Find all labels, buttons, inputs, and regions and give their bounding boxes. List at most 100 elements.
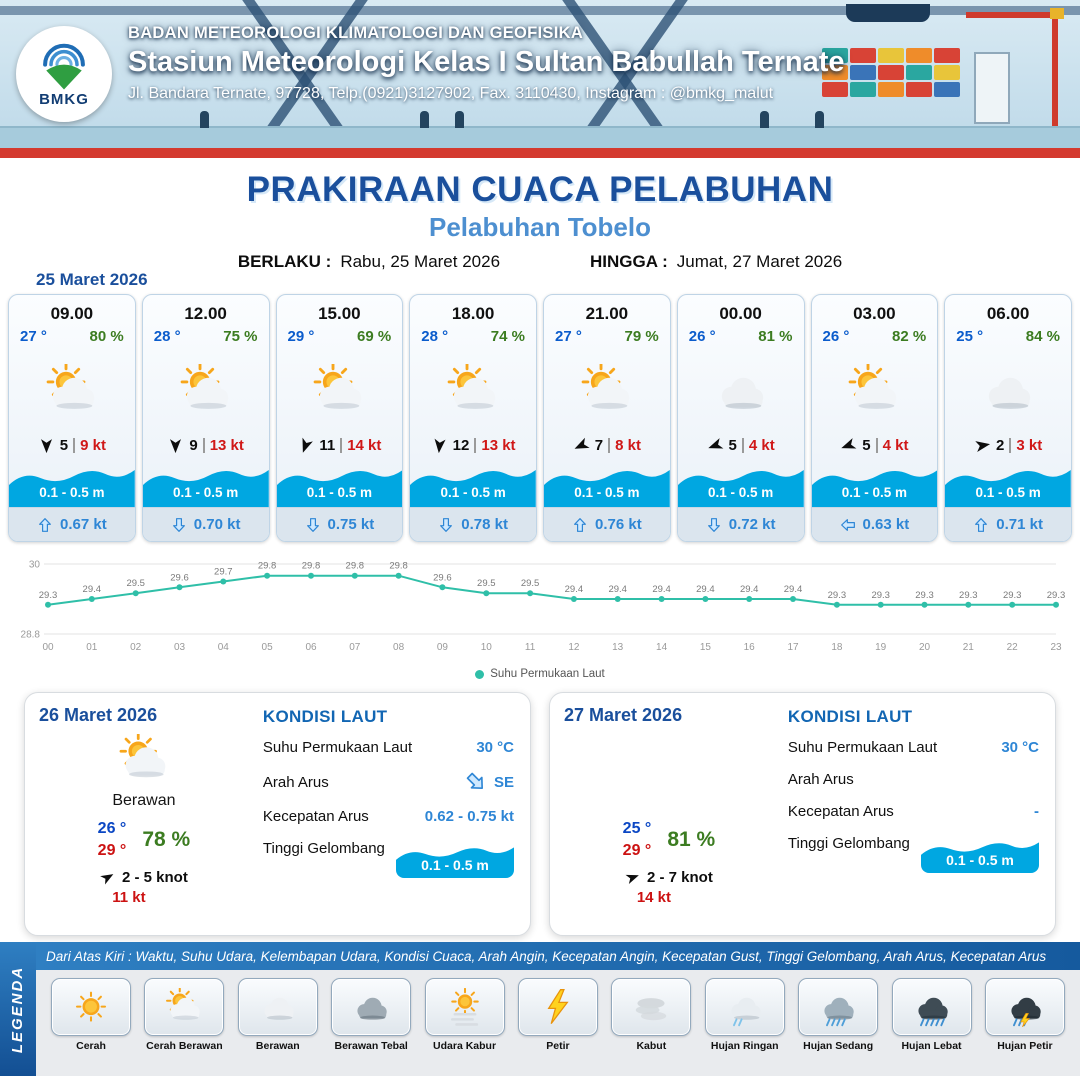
sst-value: 30 °C	[476, 739, 514, 756]
temp-humidity-row: 28 ° 75 %	[143, 324, 269, 345]
wind-speed: 11	[319, 437, 336, 454]
svg-text:05: 05	[262, 642, 274, 653]
weather-icon	[9, 345, 135, 437]
svg-text:29.5: 29.5	[521, 578, 540, 589]
wave-height-value: 0.1 - 0.5 m	[39, 485, 105, 500]
wave-height-badge: 0.1 - 0.5 m	[142, 461, 269, 507]
hingga-value: Jumat, 27 Maret 2026	[676, 252, 843, 271]
day-forecast-card: 26 Maret 2026 Berawan 26 ° 29 ° 78 % 2 -…	[24, 692, 531, 936]
temp-humidity-row: 29 ° 69 %	[277, 324, 403, 345]
daily-forecast-row: 26 Maret 2026 Berawan 26 ° 29 ° 78 % 2 -…	[0, 686, 1080, 936]
lightning-icon	[517, 978, 598, 1036]
svg-text:29.6: 29.6	[170, 572, 189, 583]
humidity-value: 84 %	[1025, 328, 1060, 345]
gust-speed: 13 kt	[209, 437, 244, 454]
wave-height-value: 0.1 - 0.5 m	[306, 485, 373, 500]
svg-text:29.4: 29.4	[784, 584, 803, 595]
humidity-value: 75 %	[223, 328, 258, 345]
hourly-forecast-card: 18.00 28 ° 74 % 12 13 kt 0.1 - 0.5 m 0.7…	[409, 294, 537, 542]
bmkg-logo: BMKG	[16, 26, 112, 122]
current-direction-label: Arah Arus	[787, 771, 854, 788]
time-label: 21.00	[585, 304, 629, 323]
legend-item: Hujan Lebat	[887, 978, 977, 1052]
container-stack-illustration	[822, 48, 960, 97]
temperature-value: 28 °	[153, 328, 181, 345]
svg-text:28.8: 28.8	[21, 630, 41, 641]
time-label: 03.00	[853, 304, 896, 323]
legend-item: Kabut	[606, 978, 696, 1052]
wind-speed: 2	[996, 437, 1005, 454]
weather-icon	[277, 345, 403, 437]
current-speed: 0.70 kt	[193, 516, 241, 533]
sun-cloud-icon	[144, 978, 225, 1036]
wave-height-value: 0.1 - 0.5 m	[440, 485, 506, 500]
divider	[608, 438, 611, 453]
svg-text:17: 17	[787, 642, 799, 653]
legend-main: Dari Atas Kiri : Waktu, Suhu Udara, Kele…	[36, 942, 1080, 1076]
current-direction-icon	[438, 517, 454, 533]
wave-height-value: 0.1 - 0.5 m	[172, 485, 239, 500]
wave-height-value: 0.1 - 0.5 m	[841, 485, 908, 500]
weather-icon	[812, 345, 938, 437]
svg-text:29.3: 29.3	[871, 590, 890, 601]
day-forecast-card: 27 Maret 2026 25 ° 29 ° 81 % 2 - 7 knot …	[549, 692, 1056, 936]
current-speed-value: -	[1034, 803, 1039, 820]
legend-item-label: Berawan Tebal	[334, 1040, 408, 1052]
temp-humidity-row: 28 ° 74 %	[410, 324, 536, 345]
current-direction-icon	[973, 517, 989, 533]
sun-icon	[51, 978, 131, 1036]
person-silhouette	[760, 111, 769, 128]
svg-text:29.3: 29.3	[915, 590, 934, 601]
current-direction-icon	[305, 517, 321, 533]
divider	[875, 438, 878, 453]
current-direction-row: Arah Arus	[788, 771, 1039, 788]
sst-label: Suhu Permukaan Laut	[787, 739, 938, 756]
time-label: 00.00	[719, 304, 762, 323]
station-address: Jl. Bandara Ternate, 97728, Telp.(0921)3…	[128, 85, 774, 102]
svg-text:16: 16	[744, 642, 756, 653]
current-speed: 0.76 kt	[595, 516, 642, 533]
temperature-value: 27 °	[20, 328, 47, 345]
legend-item-label: Hujan Ringan	[710, 1040, 779, 1052]
current-speed: 0.78 kt	[461, 516, 508, 533]
gust-speed: 4 kt	[882, 437, 909, 454]
day-wind: 2 - 7 knot	[625, 869, 713, 886]
wind-speed: 12	[452, 437, 470, 454]
svg-text:29.8: 29.8	[258, 561, 277, 572]
ship-illustration	[846, 4, 930, 22]
gust-speed: 9 kt	[80, 437, 106, 454]
temp-min: 26 °	[97, 820, 127, 837]
svg-text:29.3: 29.3	[1047, 590, 1066, 601]
sun-haze-icon	[424, 978, 505, 1036]
day-wind-speed: 2 - 7 knot	[647, 868, 713, 886]
day-summary: 27 Maret 2026 25 ° 29 ° 81 % 2 - 7 knot …	[564, 705, 774, 927]
chart-legend: Suhu Permukaan Laut	[14, 664, 1066, 684]
wind-direction-icon	[297, 437, 314, 454]
person-silhouette	[200, 111, 209, 128]
svg-text:03: 03	[174, 642, 186, 653]
wind-speed: 5	[59, 437, 69, 454]
svg-text:29.4: 29.4	[608, 584, 627, 595]
weather-icon	[143, 345, 269, 437]
legend-item-label: Hujan Petir	[997, 1040, 1053, 1052]
current-direction-icon	[840, 517, 856, 533]
svg-text:29.5: 29.5	[477, 578, 496, 589]
svg-text:29.3: 29.3	[828, 590, 847, 601]
rain-heavy-icon	[891, 978, 972, 1036]
current-speed-row: Kecepatan Arus 0.62 - 0.75 kt	[263, 808, 514, 825]
time-label: 09.00	[50, 304, 94, 323]
temperature-value: 28 °	[421, 328, 449, 345]
current-direction-icon	[706, 517, 722, 533]
current-speed: 0.67 kt	[60, 516, 107, 533]
day-date: 26 Maret 2026	[39, 705, 158, 725]
port-beam	[0, 6, 1080, 15]
svg-text:14: 14	[656, 642, 668, 653]
svg-text:29.4: 29.4	[696, 584, 715, 595]
current-speed: 0.71 kt	[996, 516, 1043, 533]
svg-text:29.4: 29.4	[740, 584, 759, 595]
wind-direction-icon	[167, 437, 184, 454]
current-direction-label: Arah Arus	[262, 773, 329, 791]
wave-height-badge: 0.1 - 0.5 m	[410, 461, 536, 507]
page-subtitle: Pelabuhan Tobelo	[429, 212, 651, 242]
wind-direction-icon	[625, 870, 640, 885]
